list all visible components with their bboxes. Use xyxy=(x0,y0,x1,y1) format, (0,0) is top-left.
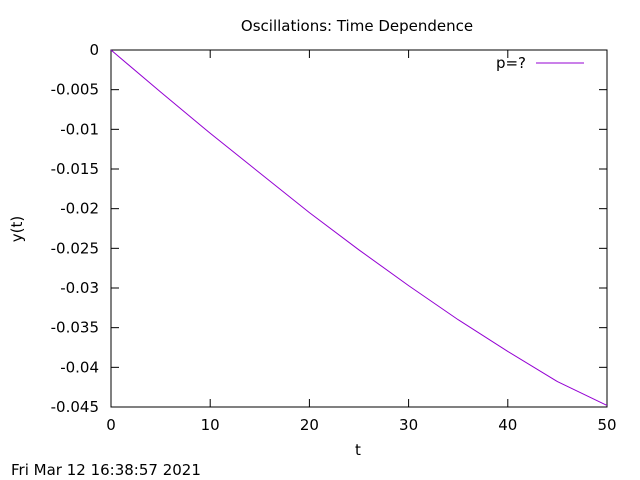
legend: p=? xyxy=(496,54,584,72)
y-axis-label: y(t) xyxy=(8,216,26,242)
plot-frame xyxy=(110,49,608,408)
y-axis-ticks: 0 -0.005 -0.01 -0.015 -0.02 -0.025 -0.03 -0.035… xyxy=(51,41,607,416)
x-tick-label: 10 xyxy=(201,416,220,434)
y-tick-label: -0.005 xyxy=(51,81,99,99)
series-layer xyxy=(110,49,608,406)
x-axis-label: t xyxy=(355,441,361,459)
y-tick-label: 0 xyxy=(89,41,99,59)
legend-label: p=? xyxy=(496,54,526,72)
y-tick-label: -0.025 xyxy=(51,239,99,257)
timestamp: Fri Mar 12 16:38:57 2021 xyxy=(11,461,201,479)
series-line-0 xyxy=(110,49,608,406)
y-tick-label: -0.03 xyxy=(60,279,99,297)
plot-area: 0 10 20 30 40 50 0 -0.005 -0.01 -0.015 -0.02 -0.02… xyxy=(51,41,617,434)
y-tick-label: -0.01 xyxy=(60,120,99,138)
x-axis-ticks: 0 10 20 30 40 50 xyxy=(106,50,617,434)
x-tick-label: 0 xyxy=(106,416,116,434)
y-tick-label: -0.045 xyxy=(51,398,99,416)
x-tick-label: 20 xyxy=(300,416,319,434)
x-tick-label: 30 xyxy=(399,416,418,434)
y-tick-label: -0.015 xyxy=(51,160,99,178)
x-tick-label: 40 xyxy=(498,416,517,434)
y-tick-label: -0.02 xyxy=(60,200,99,218)
y-tick-label: -0.04 xyxy=(60,358,99,376)
chart-title: Oscillations: Time Dependence xyxy=(241,17,473,35)
x-tick-label: 50 xyxy=(597,416,616,434)
y-tick-label: -0.035 xyxy=(51,319,99,337)
